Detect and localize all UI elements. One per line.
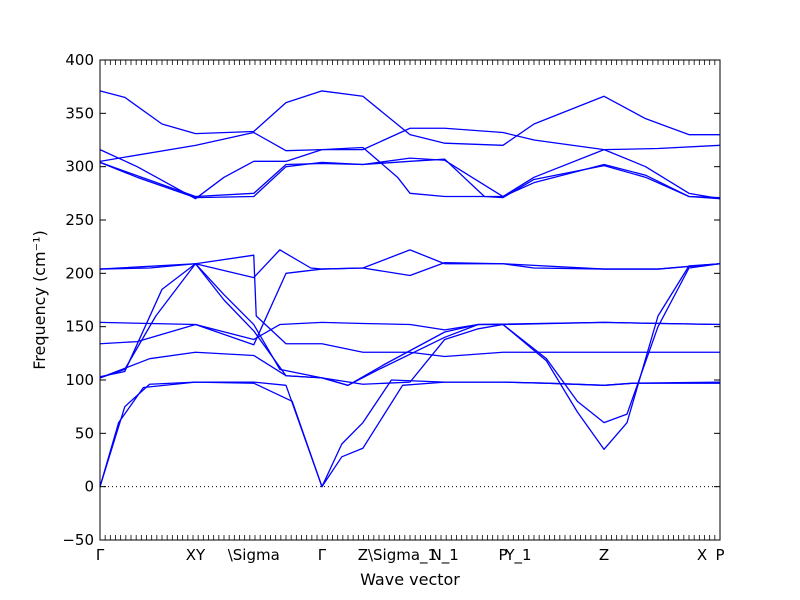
dispersion-branch-7 (99, 249, 721, 279)
dispersion-branch-13 (99, 157, 721, 199)
series-layer (99, 90, 721, 488)
x-tick-label: P (498, 546, 507, 564)
y-tick-label: 0 (84, 478, 94, 496)
y-tick-label: 350 (65, 104, 94, 122)
dispersion-branch-8 (99, 254, 720, 358)
y-tick-label: 400 (65, 51, 94, 69)
x-tick-label: \Sigma (228, 546, 280, 564)
y-tick-label: 100 (65, 371, 94, 389)
y-tick-label: 250 (65, 211, 94, 229)
y-tick-label: −50 (62, 531, 94, 549)
x-tick-label: X (697, 546, 707, 564)
dispersion-branch-12 (99, 146, 721, 200)
plot-area (100, 60, 720, 540)
x-tick-label: N_1 (431, 546, 459, 565)
x-axis-label: Wave vector (360, 570, 460, 589)
plot-frame (99, 59, 721, 541)
y-tick-label: 50 (75, 424, 94, 442)
dispersion-branch-14 (99, 158, 721, 200)
x-tick-label: P (715, 546, 724, 564)
x-tick-label: Z (358, 546, 368, 564)
dispersion-branch-2 (99, 379, 720, 488)
x-tick-label: \Sigma_1 (368, 546, 437, 565)
dispersion-branch-4 (99, 263, 721, 424)
x-axis: Γ XY \Sigma Γ Z \Sigma_1N_1 PY_1 Z X P (96, 60, 725, 565)
x-tick-label: XY (186, 546, 206, 564)
y-axis-label: Frequency (cm⁻¹) (30, 230, 49, 369)
x-tick-label: Γ (318, 546, 327, 564)
y-tick-label: 200 (65, 264, 94, 282)
y-tick-label: 300 (65, 158, 94, 176)
dispersion-branch-9 (99, 321, 721, 385)
dispersion-branch-10 (99, 90, 720, 146)
x-tick-label: Y_1 (504, 546, 531, 565)
y-axis: −50 0 50 100 150 200 250 300 350 400 (62, 51, 720, 549)
y-tick-label: 150 (65, 318, 94, 336)
x-tick-label: Γ (96, 546, 105, 564)
x-tick-label: Z (599, 546, 609, 564)
